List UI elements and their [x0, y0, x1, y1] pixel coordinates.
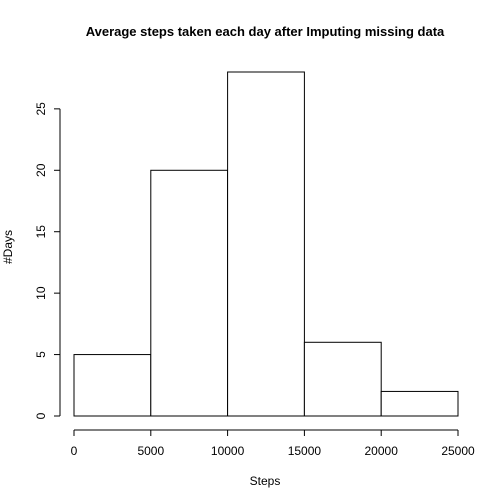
- y-axis-label: #Days: [1, 230, 15, 264]
- bars-group: [73, 71, 459, 417]
- chart-title: Average steps taken each day after Imput…: [86, 24, 445, 39]
- histogram-bar-1: [150, 169, 229, 417]
- y-tick-label-0: 0: [34, 412, 48, 419]
- x-tick-label-1: 5000: [137, 444, 164, 458]
- histogram-bar-0: [73, 354, 152, 417]
- y-tick-label-1: 5: [34, 351, 48, 358]
- y-tick-label-3: 15: [34, 225, 48, 239]
- y-tick-label-2: 10: [34, 286, 48, 300]
- y-tick-label-5: 25: [34, 102, 48, 116]
- x-axis: 0 5000 10000 15000 20000 25000: [71, 429, 475, 458]
- histogram-bar-2: [227, 71, 305, 417]
- histogram-bar-4: [380, 390, 459, 417]
- x-tick-label-0: 0: [71, 444, 78, 458]
- histogram-bar-3: [303, 341, 382, 417]
- y-axis: 0 5 10 15 20 25: [34, 102, 61, 419]
- x-tick-label-4: 20000: [365, 444, 399, 458]
- y-tick-label-4: 20: [34, 163, 48, 177]
- x-axis-label: Steps: [250, 474, 281, 488]
- x-tick-label-2: 10000: [211, 444, 245, 458]
- x-tick-label-5: 25000: [441, 444, 475, 458]
- x-tick-label-3: 15000: [288, 444, 322, 458]
